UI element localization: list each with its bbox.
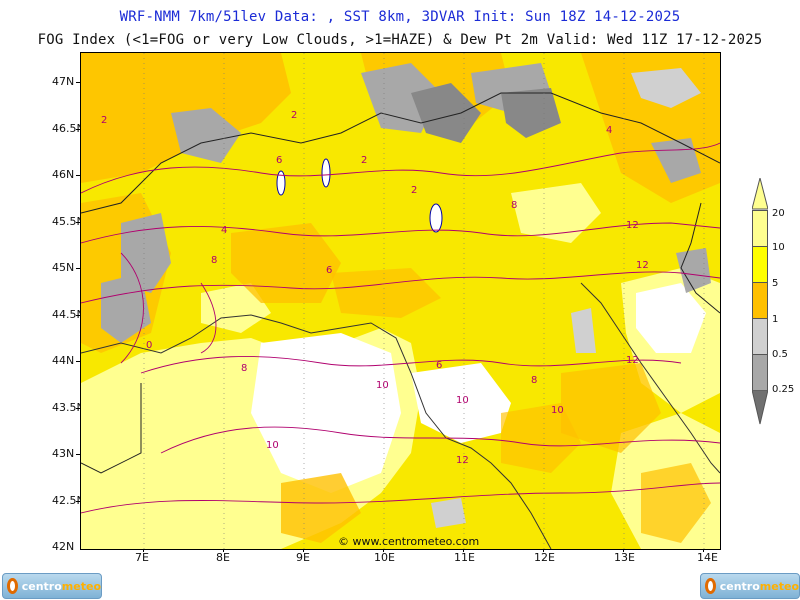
contour-label: 8 [241, 363, 247, 374]
logo-icon [705, 578, 716, 594]
centrometeo-logo-left[interactable]: centro meteo [2, 573, 102, 599]
contour-label: 12 [626, 355, 639, 366]
contour-label: 6 [436, 360, 442, 371]
contour-label: 4 [221, 225, 227, 236]
lon-label: 9E [296, 551, 310, 564]
lat-label: 47N [52, 75, 75, 88]
contour-label: 2 [411, 185, 417, 196]
contour-label: 6 [276, 155, 282, 166]
contour-label: 12 [636, 260, 649, 271]
legend-label: 10 [772, 242, 785, 253]
centrometeo-logo-right[interactable]: centro meteo [700, 573, 800, 599]
fog-index-map: 2 2 2 4 4 6 6 6 8 8 8 8 10 10 10 10 12 1… [80, 52, 721, 550]
lat-label: 45N [52, 261, 75, 274]
lon-label: 14E [697, 551, 718, 564]
lon-label: 8E [216, 551, 230, 564]
lat-label: 42.5N [52, 494, 85, 507]
contour-label: 8 [531, 375, 537, 386]
lat-label: 44.5N [52, 308, 85, 321]
legend-swatch [752, 354, 768, 391]
legend-swatch [752, 318, 768, 355]
lat-label: 43.5N [52, 401, 85, 414]
contour-label: 8 [211, 255, 217, 266]
lat-label: 46.5N [52, 122, 85, 135]
contour-label: 6 [326, 265, 332, 276]
lon-label: 7E [135, 551, 149, 564]
lat-label: 42N [52, 540, 75, 553]
contour-label: 2 [361, 155, 367, 166]
legend-arrow-top [752, 178, 768, 210]
lon-label: 13E [614, 551, 635, 564]
lat-label: 43N [52, 447, 75, 460]
contour-label: 12 [456, 455, 469, 466]
legend-label: 0.25 [772, 384, 795, 395]
lon-label: 12E [534, 551, 555, 564]
lat-label: 44N [52, 354, 75, 367]
contour-label: 2 [291, 110, 297, 121]
contour-label: 0 [146, 340, 152, 351]
lat-label: 45.5N [52, 215, 85, 228]
contour-label: 10 [551, 405, 564, 416]
legend-swatch [752, 282, 768, 319]
product-title: FOG Index (<1=FOG or very Low Clouds, >1… [37, 32, 763, 48]
contour-label: 8 [511, 200, 517, 211]
copyright-credit: © www.centrometeo.com [338, 535, 480, 548]
legend-label: 1 [772, 314, 779, 325]
lat-label: 46N [52, 168, 75, 181]
contour-label: 2 [101, 115, 107, 126]
legend-label: 0.5 [772, 349, 788, 360]
contour-label: 10 [376, 380, 389, 391]
legend-label: 20 [772, 208, 785, 219]
legend-arrow [752, 390, 768, 425]
contour-label: 10 [456, 395, 469, 406]
legend-swatch [752, 246, 768, 283]
legend-label: 5 [772, 278, 779, 289]
legend-swatch [752, 210, 768, 247]
contour-label: 12 [626, 220, 639, 231]
contour-label: 10 [266, 440, 279, 451]
contour-label: 4 [606, 125, 612, 136]
lon-label: 11E [454, 551, 475, 564]
model-info-title: WRF-NMM 7km/51lev Data: , SST 8km, 3DVAR… [119, 9, 681, 25]
lon-label: 10E [374, 551, 395, 564]
logo-icon [7, 578, 18, 594]
map-canvas: 2 2 2 4 4 6 6 6 8 8 8 8 10 10 10 10 12 1… [81, 53, 720, 549]
